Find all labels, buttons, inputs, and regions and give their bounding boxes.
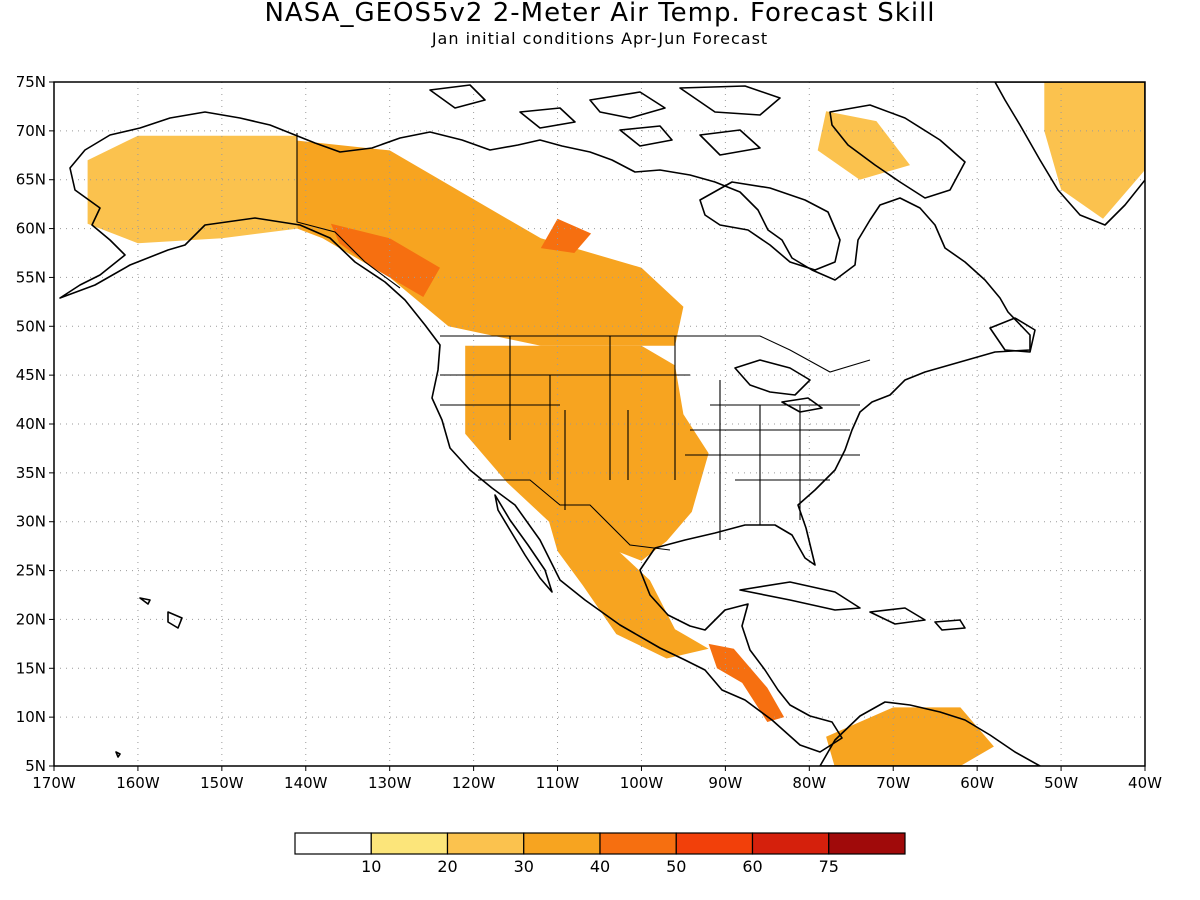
lat-tick-label: 75N <box>16 73 46 91</box>
us-state-borders <box>440 336 860 540</box>
lat-tick-label: 5N <box>25 757 46 775</box>
skill-region <box>540 218 592 253</box>
lat-tick-label: 30N <box>16 513 46 531</box>
skill-region <box>465 345 709 561</box>
colorbar-label: 40 <box>590 857 610 876</box>
skill-region <box>297 140 684 346</box>
colorbar-label: 20 <box>437 857 457 876</box>
colorbar-swatch <box>523 832 601 855</box>
us-canada-border <box>440 335 871 373</box>
lon-tick-label: 160W <box>116 774 160 792</box>
skill-region <box>826 707 994 766</box>
colorbar-label: 30 <box>514 857 534 876</box>
south-america-coastline <box>819 701 1041 766</box>
lat-tick-label: 65N <box>16 171 46 189</box>
lon-tick-label: 150W <box>200 774 244 792</box>
skill-region <box>708 643 785 722</box>
lat-tick-label: 40N <box>16 415 46 433</box>
lat-tick-label: 15N <box>16 659 46 677</box>
lon-tick-label: 80W <box>792 774 826 792</box>
colorbar-label: 10 <box>361 857 381 876</box>
hawaii-coastline <box>115 597 183 758</box>
axis-ticks: 5N 10N 15N 20N 25N 30N 35N 40N 45N 50N 55N 60N 65N 70… <box>16 73 1162 792</box>
lon-tick-label: 40W <box>1128 774 1162 792</box>
skill-region <box>330 223 440 297</box>
colorbar-label: 75 <box>819 857 839 876</box>
graticule <box>54 82 1145 766</box>
skill-region <box>549 521 709 659</box>
caribbean-islands-coastline <box>739 581 966 631</box>
skill-region <box>87 135 298 244</box>
colorbar-swatch <box>294 832 372 855</box>
lon-tick-label: 70W <box>876 774 910 792</box>
colorbar-label: 50 <box>666 857 686 876</box>
arctic-islands-coastline <box>429 84 781 156</box>
alaska-canada-border <box>296 133 401 289</box>
newfoundland-coastline <box>989 317 1036 353</box>
lon-tick-label: 130W <box>368 774 412 792</box>
baja-california-coastline <box>494 494 553 593</box>
us-mexico-border <box>478 479 671 551</box>
colorbar-swatch <box>828 832 906 855</box>
skill-region <box>817 111 910 180</box>
chart-subtitle: Jan initial conditions Apr-Jun Forecast <box>431 29 769 48</box>
political-borders <box>296 133 871 551</box>
colorbar-label: 60 <box>742 857 762 876</box>
skill-shading-layer <box>87 82 1145 766</box>
lat-tick-label: 20N <box>16 610 46 628</box>
lat-tick-label: 50N <box>16 317 46 335</box>
north-america-coastline <box>59 111 1031 753</box>
colorbar-swatch <box>599 832 677 855</box>
lon-tick-label: 110W <box>536 774 580 792</box>
lat-tick-label: 55N <box>16 268 46 286</box>
greenland-coastline <box>994 82 1145 226</box>
map-plot-area: 5N 10N 15N 20N 25N 30N 35N 40N 45N 50N 55N 60N 65N 70… <box>16 73 1162 792</box>
lon-tick-label: 60W <box>960 774 994 792</box>
lon-tick-label: 100W <box>620 774 664 792</box>
lon-tick-label: 140W <box>284 774 328 792</box>
baffin-island-coastline <box>829 104 966 199</box>
great-lakes-coastline <box>734 359 823 413</box>
hudson-bay-coastline <box>699 181 841 271</box>
colorbar-swatch <box>370 832 449 855</box>
colorbar: 10 20 30 40 50 60 75 <box>294 832 906 876</box>
colorbar-swatch <box>751 832 830 855</box>
skill-region <box>1044 82 1145 219</box>
lon-tick-label: 90W <box>708 774 742 792</box>
lat-tick-label: 45N <box>16 366 46 384</box>
lat-tick-label: 35N <box>16 464 46 482</box>
lon-tick-label: 170W <box>32 774 76 792</box>
lon-tick-label: 50W <box>1044 774 1078 792</box>
lat-tick-label: 10N <box>16 708 46 726</box>
colorbar-swatch <box>446 832 525 855</box>
coastlines <box>59 82 1145 766</box>
lat-tick-label: 60N <box>16 220 46 238</box>
lat-tick-label: 70N <box>16 122 46 140</box>
chart-title: NASA_GEOS5v2 2-Meter Air Temp. Forecast … <box>264 0 936 28</box>
lat-tick-label: 25N <box>16 562 46 580</box>
lon-tick-label: 120W <box>452 774 496 792</box>
colorbar-swatch <box>675 832 754 855</box>
